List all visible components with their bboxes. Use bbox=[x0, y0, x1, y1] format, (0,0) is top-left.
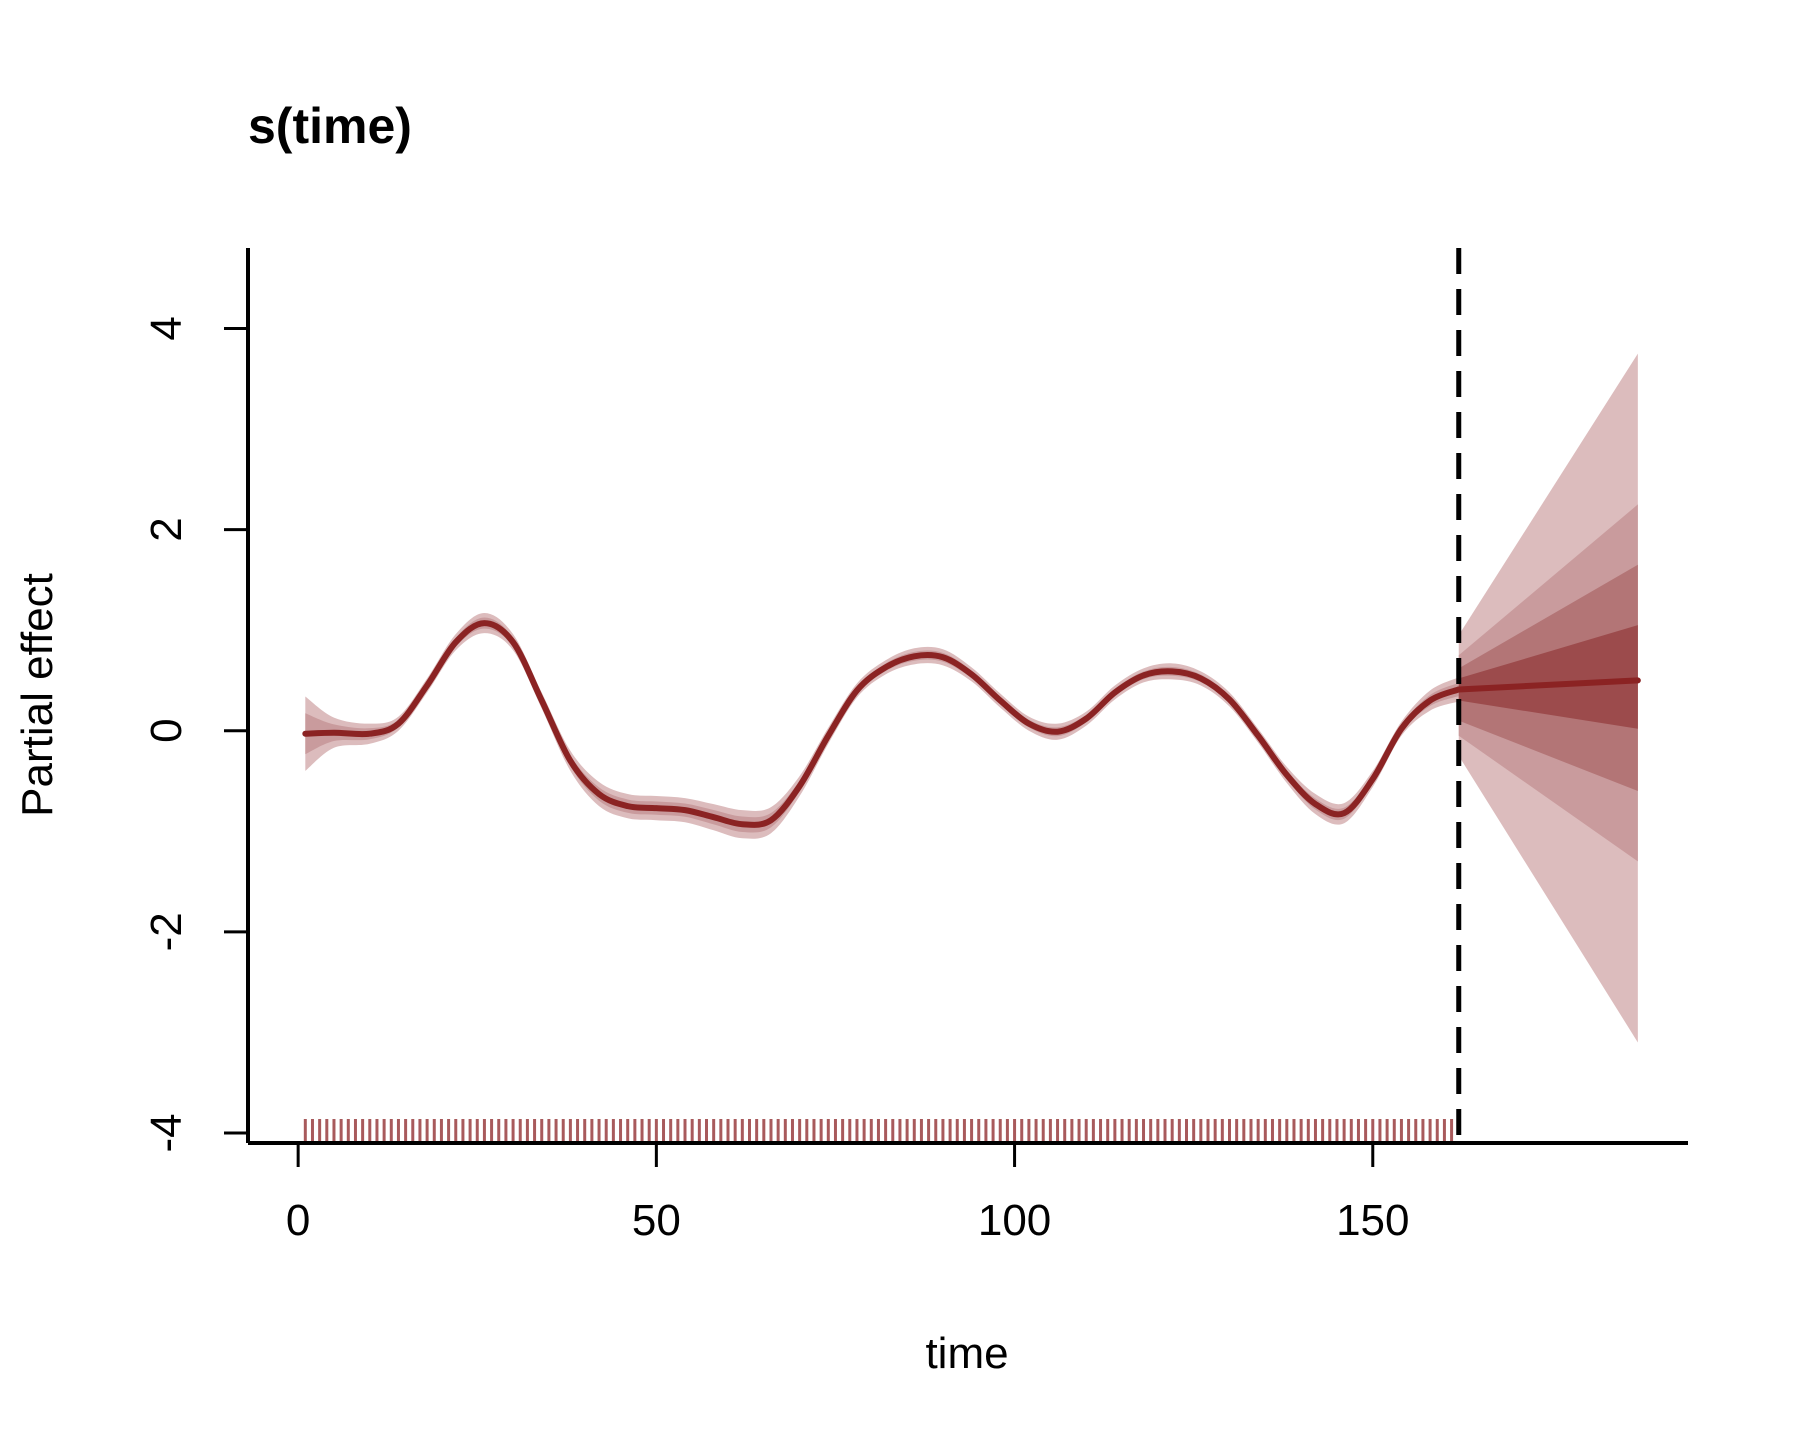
forecast-median-line bbox=[1455, 677, 1641, 693]
axes: 0 50 100 150 -4 -2 0 2 4 bbox=[142, 248, 1688, 1245]
x-tick-label: 100 bbox=[978, 1196, 1051, 1245]
forecast-band-4 bbox=[1458, 625, 1638, 729]
plot-area bbox=[302, 248, 1641, 1143]
fit-ci-band-inner bbox=[305, 617, 1459, 833]
y-tick-label: -2 bbox=[142, 912, 191, 951]
y-tick-label: 4 bbox=[142, 316, 191, 340]
fit-ci-band-outer bbox=[305, 613, 1459, 839]
y-tick-label: 2 bbox=[142, 517, 191, 541]
y-axis-label: Partial effect bbox=[13, 573, 62, 817]
chart-title: s(time) bbox=[248, 98, 412, 154]
y-tick-label: 0 bbox=[142, 718, 191, 742]
y-tick-label: -4 bbox=[142, 1113, 191, 1152]
x-tick-label: 150 bbox=[1336, 1196, 1409, 1245]
x-axis-label: time bbox=[925, 1329, 1008, 1378]
fit-line bbox=[302, 620, 1462, 828]
x-tick-label: 50 bbox=[632, 1196, 681, 1245]
x-tick-label: 0 bbox=[286, 1196, 310, 1245]
